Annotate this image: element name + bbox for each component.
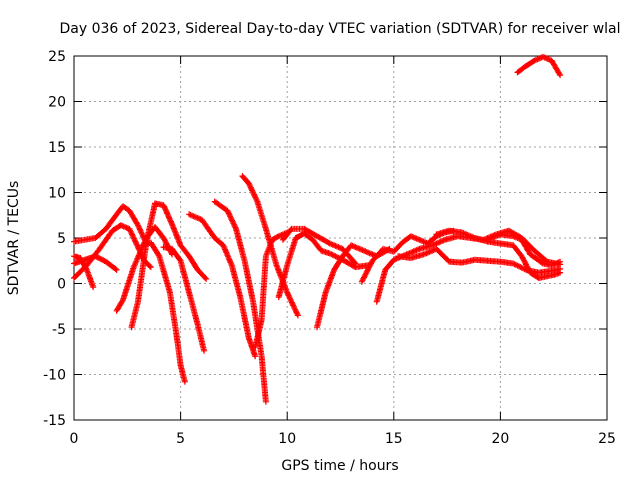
y-tick-label: -10 [43,368,66,384]
y-tick-label: 25 [48,49,66,65]
series-arc-19 [433,227,564,281]
x-tick-label: 25 [598,431,616,447]
data-point-markers [484,231,564,269]
data-point-markers [514,53,564,79]
y-tick-label: 20 [48,95,66,111]
data-point-markers [160,244,208,354]
series-arc-12 [252,229,291,351]
series-arc-4 [71,222,154,281]
chart-title: Day 036 of 2023, Sidereal Day-to-day VTE… [59,21,620,37]
y-tick-label: -15 [43,413,66,429]
x-tick-label: 5 [176,431,185,447]
data-point-markers [71,222,154,281]
y-tick-label: 0 [57,277,66,293]
y-tick-label: 10 [48,186,66,202]
y-tick-label: 5 [57,231,66,247]
data-point-markers [433,227,564,281]
data-point-markers [279,225,359,267]
x-tick-label: 20 [491,431,509,447]
series-arc-20 [484,231,564,269]
series-arc-8 [160,244,208,354]
data-point-markers [373,227,564,305]
grid [74,56,607,420]
series-arc-6 [128,200,210,331]
x-tick-label: 10 [278,431,296,447]
x-tick-label: 0 [70,431,79,447]
series-arc-17 [373,227,564,305]
series-arc-1 [71,203,150,247]
series-arc-21 [514,53,564,79]
data-point-markers [128,200,210,331]
series-arc-7 [139,239,188,385]
y-tick-label: -5 [52,322,66,338]
data-point-markers [139,239,188,385]
y-axis-label: SDTVAR / TECUs [6,181,22,296]
data-point-markers [186,211,259,360]
series-arc-13 [279,225,359,267]
data-point-markers [252,229,291,351]
y-tick-label: 15 [48,140,66,156]
axes: 0 5 10 15 20 25 -15 -10 -5 0 5 10 15 20 25 [43,49,616,447]
x-tick-label: 15 [385,431,403,447]
series-arc-10 [211,198,269,405]
data-series [71,53,564,405]
x-axis-label: GPS time / hours [281,458,398,474]
series-arc-9 [186,211,259,360]
series-arc-18 [395,245,564,276]
labels: Day 036 of 2023, Sidereal Day-to-day VTE… [6,21,621,474]
data-point-markers [395,245,564,276]
data-point-markers [211,198,269,405]
data-point-markers [71,203,150,247]
